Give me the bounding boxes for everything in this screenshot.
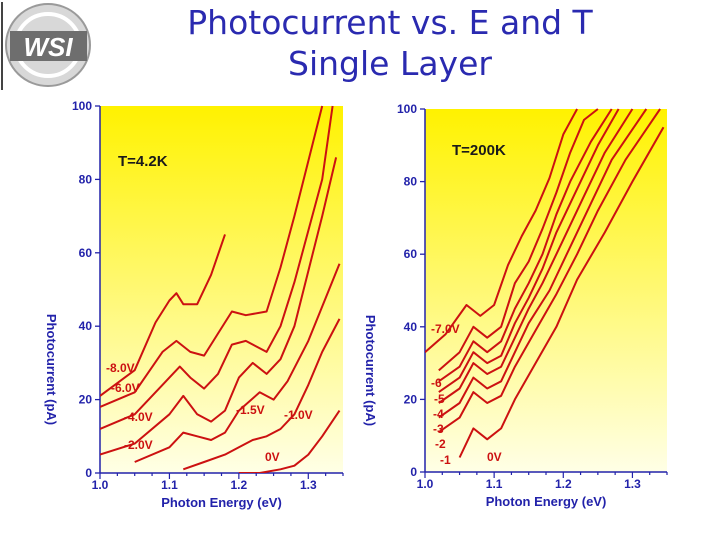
series-label: -6.0V — [111, 381, 140, 395]
title-line-2: Single Layer — [288, 44, 492, 83]
series-label: -1.0V — [284, 408, 313, 422]
series-label: 0V — [265, 450, 280, 464]
series-label: -4 — [433, 407, 444, 421]
y-tick-label: 20 — [79, 393, 93, 407]
y-tick-label: 60 — [79, 246, 93, 260]
series-label: -4.0V — [124, 410, 153, 424]
y-tick-label: 60 — [404, 247, 418, 261]
series-line — [182, 318, 341, 471]
y-tick-label: 100 — [72, 99, 92, 113]
y-axis-title: Photocurrent (pA) — [44, 314, 59, 425]
x-tick-label: 1.1 — [486, 477, 503, 491]
panel-title: T=4.2K — [118, 153, 168, 170]
x-tick-label: 1.0 — [92, 478, 109, 492]
y-tick-label: 40 — [404, 320, 418, 334]
series-line — [134, 263, 341, 463]
chart-left-panel: 0 20 40 60 80 100 1.0 1.1 1.2 1.3 Photon Energy (e… — [44, 99, 344, 510]
series-line — [238, 410, 341, 473]
y-tick-label: 0 — [85, 466, 92, 480]
wsi-logo: WSI — [1, 2, 91, 90]
series-label: -2.0V — [124, 438, 153, 452]
y-tick-label: 40 — [79, 319, 93, 333]
x-axis-title: Photon Energy (eV) — [486, 494, 607, 509]
plot-area — [425, 109, 667, 472]
series-label: -2 — [435, 437, 446, 451]
x-tick-label: 1.2 — [555, 477, 572, 491]
series-line — [100, 157, 338, 456]
chart-right-panel: 0 20 40 60 80 100 1.0 1.1 1.2 1.3 Photon Energy (e… — [363, 102, 668, 509]
series-line — [425, 108, 578, 353]
series-label: -5 — [434, 392, 445, 406]
series-line — [438, 108, 613, 383]
plot-area — [100, 106, 343, 473]
series-label: -3 — [433, 422, 444, 436]
series-label: -1 — [440, 453, 451, 467]
x-tick-label: 1.0 — [417, 477, 434, 491]
y-tick-label: 20 — [404, 392, 418, 406]
series-line — [438, 108, 661, 433]
y-tick-label: 100 — [397, 102, 417, 116]
series-line — [458, 126, 665, 458]
panel-title: T=200K — [452, 142, 506, 159]
y-tick-label: 80 — [404, 175, 418, 189]
series-label: -6 — [431, 376, 442, 390]
y-tick-label: 80 — [79, 172, 93, 186]
series-line — [100, 234, 226, 397]
series-line — [438, 108, 620, 393]
x-tick-label: 1.3 — [300, 478, 317, 492]
series-line — [438, 108, 634, 404]
x-axis-title: Photon Energy (eV) — [161, 495, 282, 510]
x-tick-label: 1.2 — [231, 478, 248, 492]
slide-title: Photocurrent vs. E and T Single Layer — [140, 2, 640, 84]
series-label: 0V — [487, 450, 502, 464]
y-axis-title: Photocurrent (pA) — [363, 315, 378, 426]
series-line — [100, 105, 324, 408]
x-tick-label: 1.1 — [161, 478, 178, 492]
series-line — [100, 105, 334, 430]
series-label: -8.0V — [106, 361, 135, 375]
title-line-1: Photocurrent vs. E and T — [187, 3, 593, 42]
logo-text: WSI — [23, 32, 73, 62]
series-line — [438, 108, 599, 372]
x-tick-label: 1.3 — [624, 477, 641, 491]
y-tick-label: 0 — [410, 465, 417, 479]
series-line — [438, 108, 648, 419]
series-label: -7.0V — [431, 322, 460, 336]
series-label: -1.5V — [236, 403, 265, 417]
